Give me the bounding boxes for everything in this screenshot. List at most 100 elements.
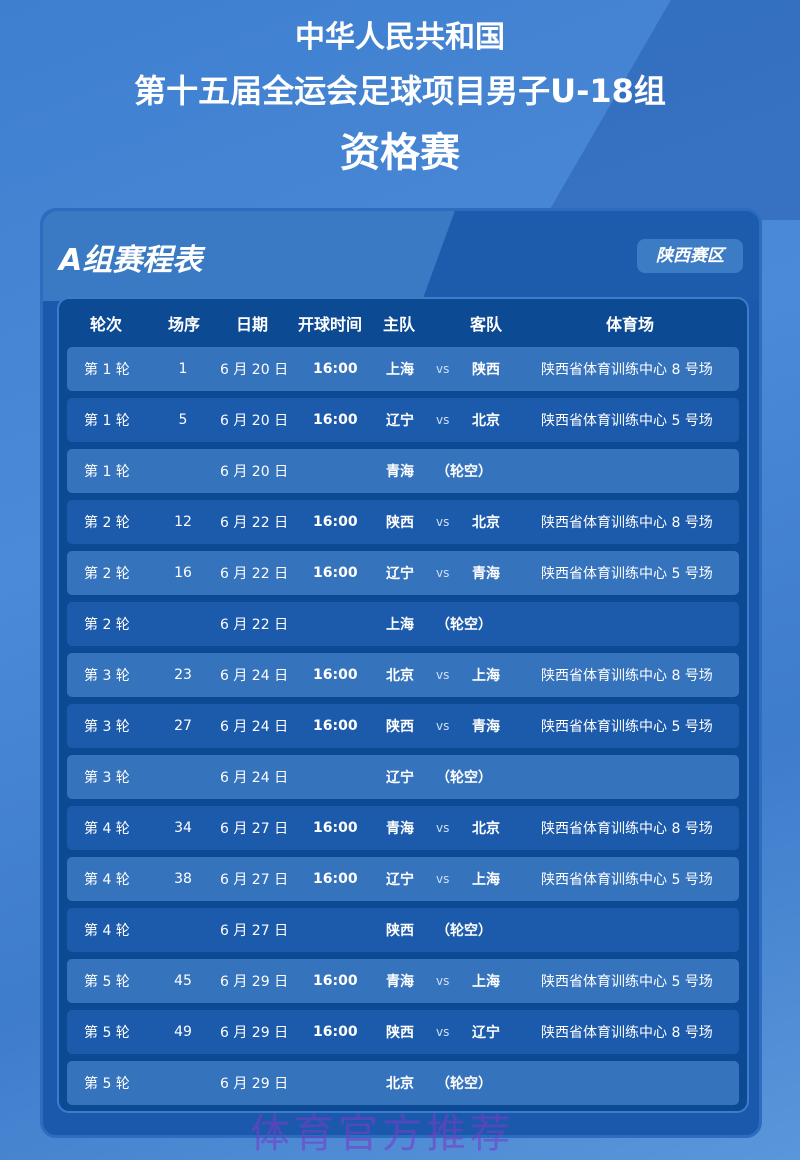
table-row: 第 3 轮 27 6 月 24 日 16:00 陕西 vs 青海 陕西省体育训练中心 5 号场 xyxy=(67,704,739,748)
cell-match-no: 16 xyxy=(174,565,192,581)
cell-home: 青海 xyxy=(386,464,414,480)
table-row: 第 1 轮 1 6 月 20 日 16:00 上海 vs 陕西 陕西省体育训练中心 8 号场 xyxy=(67,347,739,391)
group-title: A组赛程表 xyxy=(59,243,203,278)
cell-venue: 陕西省体育训练中心 8 号场 xyxy=(541,362,713,378)
cell-round: 第 3 轮 xyxy=(84,719,130,735)
cell-vs: （轮空） xyxy=(436,923,492,939)
cell-vs: vs xyxy=(436,413,450,427)
table-row: 第 4 轮 6 月 27 日 陕西 （轮空） xyxy=(67,908,739,952)
cell-round: 第 2 轮 xyxy=(84,617,130,633)
cell-home: 上海 xyxy=(386,617,414,633)
cell-kickoff: 16:00 xyxy=(313,1024,358,1040)
cell-date: 6 月 22 日 xyxy=(220,566,289,582)
cell-home: 陕西 xyxy=(386,1025,414,1041)
cell-match-no: 23 xyxy=(174,667,192,683)
cell-vs: vs xyxy=(436,566,450,580)
cell-home: 陕西 xyxy=(386,719,414,735)
cell-home: 辽宁 xyxy=(386,566,414,582)
cell-round: 第 2 轮 xyxy=(84,566,130,582)
cell-vs: vs xyxy=(436,974,450,988)
table-row: 第 5 轮 45 6 月 29 日 16:00 青海 vs 上海 陕西省体育训练中心 5 号场 xyxy=(67,959,739,1003)
table-row: 第 3 轮 23 6 月 24 日 16:00 北京 vs 上海 陕西省体育训练中心 8 号场 xyxy=(67,653,739,697)
schedule-card: A组赛程表 陕西赛区 轮次 场序 日期 开球时间 主队 客队 体育场 第 1 轮… xyxy=(40,208,762,1138)
col-match-no: 场序 xyxy=(168,315,201,334)
cell-vs: vs xyxy=(436,872,450,886)
cell-venue: 陕西省体育训练中心 5 号场 xyxy=(541,974,713,990)
cell-venue: 陕西省体育训练中心 5 号场 xyxy=(541,719,713,735)
cell-kickoff: 16:00 xyxy=(313,871,358,887)
cell-match-no: 1 xyxy=(178,361,188,377)
cell-vs: vs xyxy=(436,362,450,376)
cell-home: 北京 xyxy=(386,668,414,684)
cell-venue: 陕西省体育训练中心 8 号场 xyxy=(541,1025,713,1041)
cell-home: 青海 xyxy=(386,974,414,990)
cell-round: 第 1 轮 xyxy=(84,464,130,480)
table-row: 第 4 轮 38 6 月 27 日 16:00 辽宁 vs 上海 陕西省体育训练中心 5 号场 xyxy=(67,857,739,901)
cell-vs: vs xyxy=(436,668,450,682)
cell-home: 北京 xyxy=(386,1076,414,1092)
cell-round: 第 3 轮 xyxy=(84,668,130,684)
cell-home: 上海 xyxy=(386,362,414,378)
cell-away: 陕西 xyxy=(472,362,500,378)
cell-date: 6 月 22 日 xyxy=(220,515,289,531)
cell-vs: （轮空） xyxy=(436,770,492,786)
cell-vs: vs xyxy=(436,821,450,835)
cell-date: 6 月 27 日 xyxy=(220,821,289,837)
table-row: 第 4 轮 34 6 月 27 日 16:00 青海 vs 北京 陕西省体育训练中心 8 号场 xyxy=(67,806,739,850)
cell-date: 6 月 29 日 xyxy=(220,1076,289,1092)
cell-date: 6 月 20 日 xyxy=(220,464,289,480)
cell-kickoff: 16:00 xyxy=(313,820,358,836)
title-line-2: 第十五届全运会足球项目男子U-18组 xyxy=(134,72,666,110)
title-line-3: 资格赛 xyxy=(340,130,460,176)
table-row: 第 2 轮 6 月 22 日 上海 （轮空） xyxy=(67,602,739,646)
cell-match-no: 38 xyxy=(174,871,192,887)
title-line-1: 中华人民共和国 xyxy=(295,20,505,55)
cell-match-no: 45 xyxy=(174,973,192,989)
schedule-table: 轮次 场序 日期 开球时间 主队 客队 体育场 第 1 轮 1 6 月 20 日 16… xyxy=(57,297,749,1113)
table-row: 第 2 轮 16 6 月 22 日 16:00 辽宁 vs 青海 陕西省体育训练中心 5 号场 xyxy=(67,551,739,595)
cell-venue: 陕西省体育训练中心 8 号场 xyxy=(541,515,713,531)
cell-kickoff: 16:00 xyxy=(313,973,358,989)
cell-kickoff: 16:00 xyxy=(313,667,358,683)
cell-away: 青海 xyxy=(472,719,500,735)
table-row: 第 5 轮 6 月 29 日 北京 （轮空） xyxy=(67,1061,739,1105)
cell-vs: （轮空） xyxy=(436,464,492,480)
table-row: 第 3 轮 6 月 24 日 辽宁 （轮空） xyxy=(67,755,739,799)
table-row: 第 1 轮 5 6 月 20 日 16:00 辽宁 vs 北京 陕西省体育训练中心 5 号场 xyxy=(67,398,739,442)
col-venue: 体育场 xyxy=(606,315,655,334)
cell-match-no: 12 xyxy=(174,514,192,530)
col-round: 轮次 xyxy=(90,315,123,334)
cell-vs: vs xyxy=(436,1025,450,1039)
cell-round: 第 1 轮 xyxy=(84,413,130,429)
cell-away: 北京 xyxy=(472,413,500,429)
cell-home: 青海 xyxy=(386,821,414,837)
col-home: 主队 xyxy=(383,315,416,334)
cell-date: 6 月 27 日 xyxy=(220,872,289,888)
cell-away: 北京 xyxy=(472,515,500,531)
table-header: 轮次 场序 日期 开球时间 主队 客队 体育场 xyxy=(59,299,747,347)
cell-kickoff: 16:00 xyxy=(313,361,358,377)
cell-date: 6 月 24 日 xyxy=(220,770,289,786)
cell-round: 第 3 轮 xyxy=(84,770,130,786)
cell-vs: vs xyxy=(436,515,450,529)
cell-away: 上海 xyxy=(472,974,500,990)
table-row: 第 1 轮 6 月 20 日 青海 （轮空） xyxy=(67,449,739,493)
cell-vs: （轮空） xyxy=(436,617,492,633)
cell-date: 6 月 22 日 xyxy=(220,617,289,633)
cell-round: 第 4 轮 xyxy=(84,923,130,939)
cell-venue: 陕西省体育训练中心 5 号场 xyxy=(541,566,713,582)
cell-venue: 陕西省体育训练中心 8 号场 xyxy=(541,668,713,684)
cell-away: 上海 xyxy=(472,668,500,684)
cell-away: 北京 xyxy=(472,821,500,837)
cell-vs: vs xyxy=(436,719,450,733)
col-kickoff: 开球时间 xyxy=(298,315,363,334)
cell-home: 辽宁 xyxy=(386,872,414,888)
watermark: 体育官方推荐 xyxy=(250,1111,514,1157)
table-row: 第 5 轮 49 6 月 29 日 16:00 陕西 vs 辽宁 陕西省体育训练中心 8 号场 xyxy=(67,1010,739,1054)
cell-date: 6 月 27 日 xyxy=(220,923,289,939)
cell-date: 6 月 20 日 xyxy=(220,362,289,378)
cell-round: 第 4 轮 xyxy=(84,872,130,888)
cell-venue: 陕西省体育训练中心 8 号场 xyxy=(541,821,713,837)
cell-round: 第 5 轮 xyxy=(84,974,130,990)
cell-kickoff: 16:00 xyxy=(313,718,358,734)
